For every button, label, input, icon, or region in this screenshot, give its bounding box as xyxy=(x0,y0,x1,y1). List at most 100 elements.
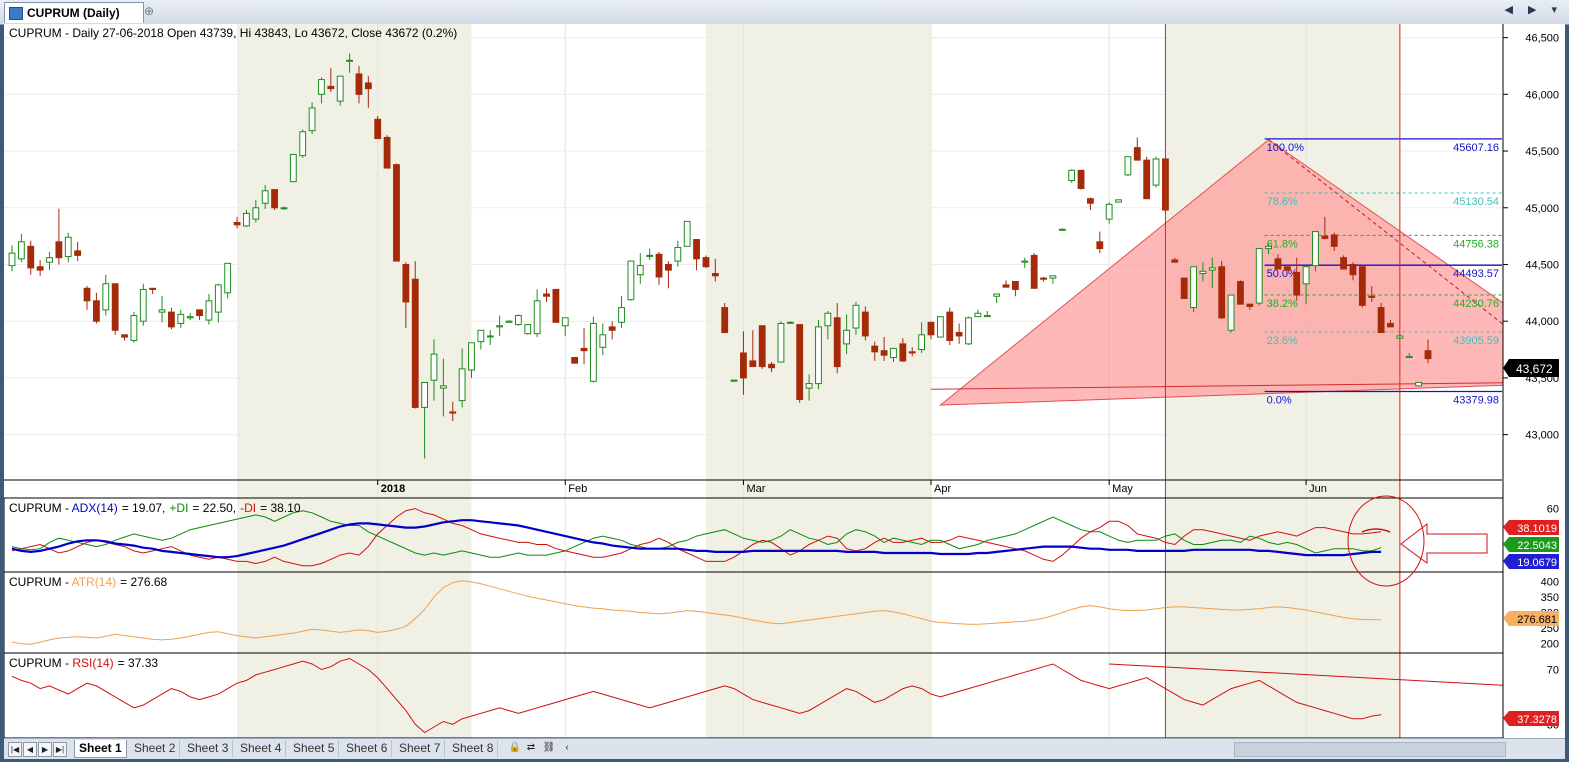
sheet-tab[interactable]: Sheet 2 xyxy=(130,740,181,757)
candle-body xyxy=(355,73,363,95)
candle-body xyxy=(1115,199,1122,203)
adx-badge-label: 38.1019 xyxy=(1517,523,1557,535)
shaded-period xyxy=(237,24,472,738)
candle-body xyxy=(561,317,569,327)
sheet-tab[interactable]: Sheet 4 xyxy=(236,740,287,757)
candle-body xyxy=(439,385,447,389)
first-sheet-button[interactable]: |◀ xyxy=(8,742,22,757)
chart-area[interactable]: 100.0% 45607.16 78.6% 45130.54 61.8% 44756.38… xyxy=(3,24,1569,739)
sheet-tab[interactable]: Sheet 1 xyxy=(74,740,127,758)
svg-text:CUPRUM - RSI(14)= 37.33: CUPRUM - RSI(14) = 37.33 xyxy=(9,656,158,670)
candle-body xyxy=(955,332,963,337)
candle-body xyxy=(993,293,1001,297)
atr-tick-label: 400 xyxy=(1541,576,1559,588)
candle-body xyxy=(336,75,344,102)
minus-di-value: = 38.10 xyxy=(260,501,301,515)
candle-body xyxy=(8,252,16,267)
candle-body xyxy=(1255,248,1263,304)
candle-body xyxy=(1030,254,1038,289)
candle-body xyxy=(1274,258,1282,270)
candle-body xyxy=(130,315,138,341)
candle-body xyxy=(730,379,738,382)
candle-body xyxy=(1424,350,1432,360)
adx-label-prefix: CUPRUM - xyxy=(9,501,72,515)
price-tick-label: 46,000 xyxy=(1525,89,1559,101)
minus-di-label: -DI xyxy=(240,501,256,515)
sheet-tab[interactable]: Sheet 8 xyxy=(448,740,499,757)
candle-body xyxy=(899,343,907,362)
sheet-bar: |◀ ◀ ▶ ▶| Sheet 1 Sheet 2 Sheet 3 Sheet 4 Sh… xyxy=(4,738,1565,759)
candle-body xyxy=(92,300,100,322)
candle-body xyxy=(702,257,710,268)
candle-body xyxy=(17,241,25,260)
candle-body xyxy=(205,300,213,321)
chart-icon xyxy=(9,7,23,20)
candle-body xyxy=(449,411,457,414)
window-nav-arrows[interactable]: ◀ ▶ ▾ xyxy=(1504,4,1563,16)
chart-svg[interactable]: 100.0% 45607.16 78.6% 45130.54 61.8% 44756.38… xyxy=(3,24,1569,739)
sheet-tab[interactable]: Sheet 3 xyxy=(183,740,234,757)
candle-body xyxy=(1087,198,1094,204)
fibonacci-retracement[interactable]: 100.0% 45607.16 78.6% 45130.54 61.8% 44756.38… xyxy=(1264,138,1502,407)
candle-body xyxy=(514,315,522,326)
new-tab-icon[interactable]: ⊕ xyxy=(144,4,155,18)
sheet-tab[interactable]: Sheet 7 xyxy=(395,740,446,757)
candle-body xyxy=(1387,322,1394,328)
atr-badge-label: 276.681 xyxy=(1517,614,1557,626)
candle-body xyxy=(936,316,944,338)
candle-body xyxy=(758,325,766,368)
candle-body xyxy=(83,287,91,302)
candle-body xyxy=(327,85,335,90)
prev-sheet-button[interactable]: ◀ xyxy=(23,742,37,757)
svg-text:CUPRUM - ADX(14)= 19.07,+DI= 2: CUPRUM - ADX(14) = 19.07, +DI = 22.50, -DI = … xyxy=(9,501,301,515)
candle-body xyxy=(280,207,288,210)
candle-body xyxy=(552,288,560,323)
fib-level-label: 38.2% xyxy=(1267,298,1298,310)
candle-body xyxy=(139,288,147,322)
adx-annotation-arrow xyxy=(1400,522,1488,564)
fib-level-label: 50.0% xyxy=(1267,268,1298,280)
candle-body xyxy=(1011,280,1019,290)
horizontal-scrollbar[interactable] xyxy=(1234,742,1506,757)
candle-body xyxy=(983,315,991,318)
candle-body xyxy=(168,311,175,328)
scroll-left-icon[interactable]: ‹ xyxy=(565,742,569,753)
candle-body xyxy=(1265,245,1272,250)
candle-body xyxy=(1293,271,1301,296)
candle-body xyxy=(1368,295,1376,298)
candle-body xyxy=(74,250,82,256)
link-icon[interactable]: ⛓ xyxy=(542,742,556,753)
candle-body xyxy=(777,322,785,363)
document-tab[interactable]: CUPRUM (Daily) xyxy=(4,2,144,23)
adx-badge xyxy=(1503,520,1559,535)
sheet-tab[interactable]: Sheet 5 xyxy=(289,740,340,757)
rsi-label-prefix: CUPRUM - xyxy=(9,656,72,670)
candle-body xyxy=(1190,266,1197,309)
candle-body xyxy=(364,82,372,90)
sheet-tab[interactable]: Sheet 6 xyxy=(342,740,393,757)
candle-body xyxy=(430,353,438,381)
sync-icon[interactable]: ⇄ xyxy=(526,742,536,753)
candle-body xyxy=(1321,235,1329,239)
last-sheet-button[interactable]: ▶| xyxy=(53,742,67,757)
candle-body xyxy=(890,347,897,358)
candle-body xyxy=(1208,267,1216,271)
candle-body xyxy=(1283,266,1291,271)
fib-price-label: 43379.98 xyxy=(1453,395,1499,407)
candle-body xyxy=(908,351,916,354)
rsi-badge xyxy=(1503,711,1559,726)
candle-body xyxy=(711,273,719,277)
price-tick-label: 45,000 xyxy=(1525,203,1559,215)
lock-icon[interactable]: 🔒 xyxy=(508,742,522,753)
candle-body xyxy=(749,360,757,368)
fib-price-label: 44230.76 xyxy=(1453,298,1499,310)
candle-body xyxy=(458,368,466,402)
candle-body xyxy=(308,107,316,132)
rsi-badge-label: 37.3278 xyxy=(1517,714,1557,726)
next-sheet-button[interactable]: ▶ xyxy=(38,742,52,757)
candle-body xyxy=(1405,355,1413,358)
title-bar: CUPRUM (Daily) ⊕ ◀ ▶ ▾ xyxy=(0,0,1569,25)
candle-body xyxy=(1068,169,1076,182)
candle-body xyxy=(55,241,63,259)
atr-line xyxy=(11,580,1382,645)
